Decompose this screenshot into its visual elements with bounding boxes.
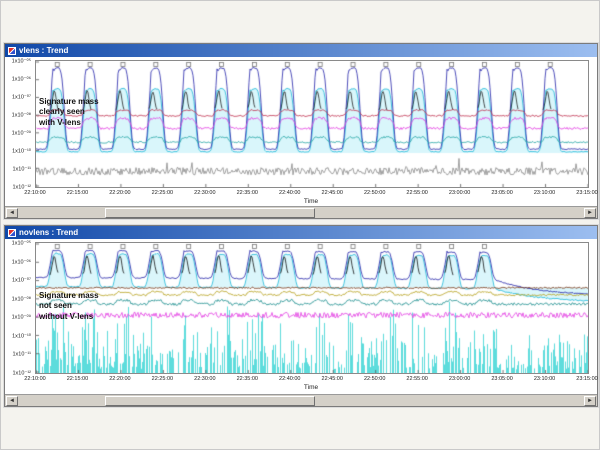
x-tick-label: 23:15:00 xyxy=(576,190,598,196)
scroll-right-button[interactable]: ► xyxy=(584,208,596,218)
y-tick-label: 1x10⁻¹¹ xyxy=(12,166,32,173)
y-tick-label: 1x10⁻⁰⁹ xyxy=(11,130,31,137)
x-tick-label: 22:45:00 xyxy=(321,190,343,196)
trend-window-icon xyxy=(8,46,16,55)
x-tick-label: 22:20:00 xyxy=(109,190,131,196)
scroll-thumb[interactable] xyxy=(105,396,315,406)
y-tick-label: 1x10⁻⁰⁵ xyxy=(11,58,31,65)
chart-body-vlens: 1x10⁻⁰⁵ 1x10⁻⁰⁶ 1x10⁻⁰⁷ 1x10⁻⁰⁸ 1x10⁻⁰⁹ 1x10⁻… xyxy=(5,57,598,206)
scroll-thumb[interactable] xyxy=(105,208,315,218)
titlebar-vlens[interactable]: vlens : Trend xyxy=(5,44,597,57)
trend-window-icon xyxy=(8,228,16,237)
scroll-right-button[interactable]: ► xyxy=(584,396,596,406)
x-tick-label: 22:50:00 xyxy=(363,190,386,196)
y-tick-label: 1x10⁻⁰⁶ xyxy=(11,258,31,265)
x-tick-label: 22:20:00 xyxy=(109,376,131,382)
window-title: novlens : Trend xyxy=(19,228,79,237)
x-tick-label: 23:15:00 xyxy=(576,376,598,382)
x-tick-label: 22:25:00 xyxy=(151,376,174,382)
x-tick-label: 23:00:00 xyxy=(448,376,471,382)
x-tick-label: 22:10:00 xyxy=(24,376,46,382)
y-tick-label: 1x10⁻¹² xyxy=(12,184,32,191)
x-tick-label: 22:15:00 xyxy=(66,190,89,196)
x-tick-label: 22:35:00 xyxy=(236,190,259,196)
y-axis-labels: 1x10⁻⁰⁵ 1x10⁻⁰⁶ 1x10⁻⁰⁷ 1x10⁻⁰⁸ 1x10⁻⁰⁹ 1x10⁻… xyxy=(5,58,34,191)
y-tick-label: 1x10⁻¹¹ xyxy=(12,351,32,358)
window-title: vlens : Trend xyxy=(19,46,69,55)
x-tick-label: 22:10:00 xyxy=(24,190,46,196)
x-tick-label: 22:50:00 xyxy=(363,376,386,382)
x-axis-labels: 22:10:00 22:15:00 22:20:00 22:25:00 22:30:00… xyxy=(24,375,597,383)
y-tick-label: 1x10⁻¹⁰ xyxy=(12,333,31,340)
y-tick-label: 1x10⁻⁰⁷ xyxy=(11,94,31,101)
scroll-left-button[interactable]: ◄ xyxy=(6,396,18,406)
x-axis-title: Time xyxy=(303,198,319,205)
chart-body-novlens: 1x10⁻⁰⁵ 1x10⁻⁰⁶ 1x10⁻⁰⁷ 1x10⁻⁰⁸ 1x10⁻⁰⁹ 1x10⁻… xyxy=(5,239,598,394)
trend-plot-vlens[interactable] xyxy=(35,60,589,188)
annotation-novlens: Signature mass not seen without V-lens xyxy=(39,291,99,321)
x-tick-label: 22:40:00 xyxy=(279,190,301,196)
y-axis-labels: 1x10⁻⁰⁵ 1x10⁻⁰⁶ 1x10⁻⁰⁷ 1x10⁻⁰⁸ 1x10⁻⁰⁹ 1x10⁻… xyxy=(5,240,34,377)
x-tick-label: 23:05:00 xyxy=(491,376,513,382)
scroll-left-button[interactable]: ◄ xyxy=(6,208,18,218)
annotation-vlens: Signature mass clearly seen with V-lens xyxy=(39,97,99,127)
x-tick-label: 23:00:00 xyxy=(448,190,471,196)
y-tick-label: 1x10⁻⁰⁹ xyxy=(11,314,31,321)
y-tick-label: 1x10⁻¹⁰ xyxy=(12,148,31,155)
x-tick-label: 22:30:00 xyxy=(194,376,216,382)
x-tick-label: 22:15:00 xyxy=(66,376,89,382)
titlebar-novlens[interactable]: novlens : Trend xyxy=(5,226,597,239)
trend-plot-novlens[interactable] xyxy=(35,242,589,374)
horizontal-scrollbar[interactable]: ◄ ► xyxy=(5,206,597,218)
x-tick-label: 23:10:00 xyxy=(533,190,556,196)
y-tick-label: 1x10⁻¹² xyxy=(12,370,32,377)
y-tick-label: 1x10⁻⁰⁸ xyxy=(11,296,31,303)
window-novlens: novlens : Trend 1x10⁻⁰⁵ 1x10⁻⁰⁶ 1x10⁻⁰⁷ 1x1… xyxy=(4,225,598,407)
x-tick-label: 23:05:00 xyxy=(491,190,513,196)
y-tick-label: 1x10⁻⁰⁷ xyxy=(11,277,31,284)
x-axis-title: Time xyxy=(303,384,319,391)
x-axis-labels: 22:10:00 22:15:00 22:20:00 22:25:00 22:30:00… xyxy=(24,189,597,197)
x-tick-label: 22:55:00 xyxy=(406,376,428,382)
x-tick-label: 22:35:00 xyxy=(236,376,259,382)
y-tick-label: 1x10⁻⁰⁸ xyxy=(11,112,31,119)
x-tick-label: 23:10:00 xyxy=(533,376,556,382)
x-tick-label: 22:45:00 xyxy=(321,376,343,382)
horizontal-scrollbar[interactable]: ◄ ► xyxy=(5,394,597,406)
x-tick-label: 22:40:00 xyxy=(279,376,301,382)
x-tick-label: 22:25:00 xyxy=(151,190,174,196)
y-tick-label: 1x10⁻⁰⁵ xyxy=(11,240,31,247)
x-tick-label: 22:55:00 xyxy=(406,190,428,196)
y-tick-label: 1x10⁻⁰⁶ xyxy=(11,76,31,83)
window-vlens: vlens : Trend 1x10⁻⁰⁵ 1x10⁻⁰⁶ 1x10⁻⁰⁷ 1x10⁻… xyxy=(4,43,598,219)
x-tick-label: 22:30:00 xyxy=(194,190,216,196)
